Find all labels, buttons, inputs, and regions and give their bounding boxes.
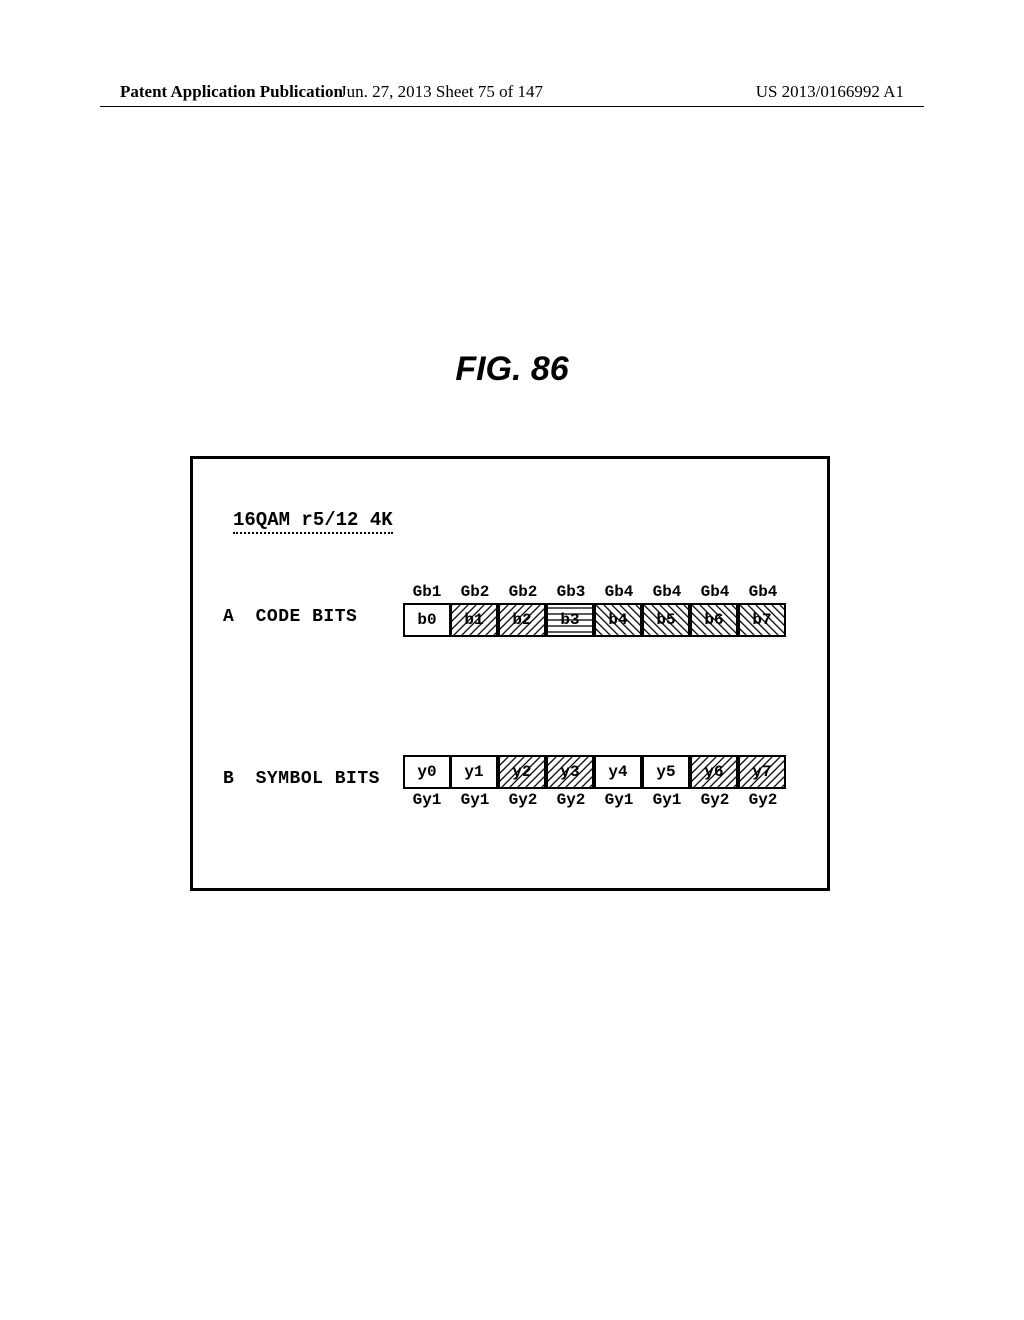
symbol-bit-cell: y7: [738, 755, 786, 789]
symbol-bit-group-label: Gy2: [509, 789, 538, 811]
symbol-bit-cell: y1: [450, 755, 498, 789]
symbol-bit-group-label: Gy2: [749, 789, 778, 811]
header-rule: [100, 106, 924, 107]
figure-box: 16QAM r5/12 4K A CODE BITS Gb1b0Gb2b1Gb2…: [190, 456, 830, 891]
row-a-text: CODE BITS: [256, 607, 358, 627]
row-a-label: A CODE BITS: [223, 607, 357, 627]
code-bit-col: Gb3b3: [547, 581, 595, 637]
code-bit-col: Gb2b2: [499, 581, 547, 637]
page-header: Patent Application Publication Jun. 27, …: [0, 82, 1024, 102]
symbol-bit-cell: y0: [403, 755, 451, 789]
code-bit-cell: b1: [450, 603, 498, 637]
code-bit-group-label: Gb4: [701, 581, 730, 603]
code-bit-cell: b2: [498, 603, 546, 637]
code-bit-cell: b4: [594, 603, 642, 637]
header-right: US 2013/0166992 A1: [756, 82, 904, 102]
header-center: Jun. 27, 2013 Sheet 75 of 147: [340, 82, 543, 102]
code-bit-col: Gb1b0: [403, 581, 451, 637]
code-bit-cell: b6: [690, 603, 738, 637]
symbol-bit-group-label: Gy1: [653, 789, 682, 811]
header-left: Patent Application Publication: [120, 82, 343, 102]
code-bit-group-label: Gb4: [605, 581, 634, 603]
code-bit-col: Gb4b6: [691, 581, 739, 637]
symbol-bit-col: y3Gy2: [547, 755, 595, 811]
symbol-bit-group-label: Gy1: [413, 789, 442, 811]
symbol-bit-group-label: Gy1: [461, 789, 490, 811]
symbol-bit-group-label: Gy2: [557, 789, 586, 811]
row-b-text: SYMBOL BITS: [256, 769, 380, 789]
code-bit-cell: b3: [546, 603, 594, 637]
symbol-bit-cell: y3: [546, 755, 594, 789]
code-bit-group-label: Gb1: [413, 581, 442, 603]
code-bit-group-label: Gb3: [557, 581, 586, 603]
symbol-bit-group-label: Gy2: [701, 789, 730, 811]
figure-title: FIG. 86: [0, 350, 1024, 389]
symbol-bit-cell: y6: [690, 755, 738, 789]
symbol-bit-group-label: Gy1: [605, 789, 634, 811]
code-bit-group-label: Gb2: [509, 581, 538, 603]
symbol-bit-cell: y4: [594, 755, 642, 789]
symbol-bit-col: y5Gy1: [643, 755, 691, 811]
row-a-letter: A: [223, 607, 234, 627]
symbol-bit-col: y1Gy1: [451, 755, 499, 811]
code-bit-cell: b5: [642, 603, 690, 637]
code-bit-group-label: Gb4: [653, 581, 682, 603]
symbol-bit-col: y7Gy2: [739, 755, 787, 811]
symbol-bit-col: y2Gy2: [499, 755, 547, 811]
symbol-bit-col: y0Gy1: [403, 755, 451, 811]
code-bit-cell: b0: [403, 603, 451, 637]
code-bit-col: Gb4b4: [595, 581, 643, 637]
code-bit-cell: b7: [738, 603, 786, 637]
symbol-bit-cell: y5: [642, 755, 690, 789]
symbol-bit-col: y6Gy2: [691, 755, 739, 811]
row-b-letter: B: [223, 769, 234, 789]
config-label: 16QAM r5/12 4K: [233, 509, 393, 534]
symbol-bits-row: y0Gy1y1Gy1y2Gy2y3Gy2y4Gy1y5Gy1y6Gy2y7Gy2: [403, 755, 787, 811]
code-bit-col: Gb2b1: [451, 581, 499, 637]
symbol-bit-cell: y2: [498, 755, 546, 789]
code-bit-group-label: Gb4: [749, 581, 778, 603]
symbol-bit-col: y4Gy1: [595, 755, 643, 811]
code-bits-row: Gb1b0Gb2b1Gb2b2Gb3b3Gb4b4Gb4b5Gb4b6Gb4b7: [403, 581, 787, 637]
code-bit-col: Gb4b7: [739, 581, 787, 637]
row-b-label: B SYMBOL BITS: [223, 769, 380, 789]
code-bit-col: Gb4b5: [643, 581, 691, 637]
code-bit-group-label: Gb2: [461, 581, 490, 603]
